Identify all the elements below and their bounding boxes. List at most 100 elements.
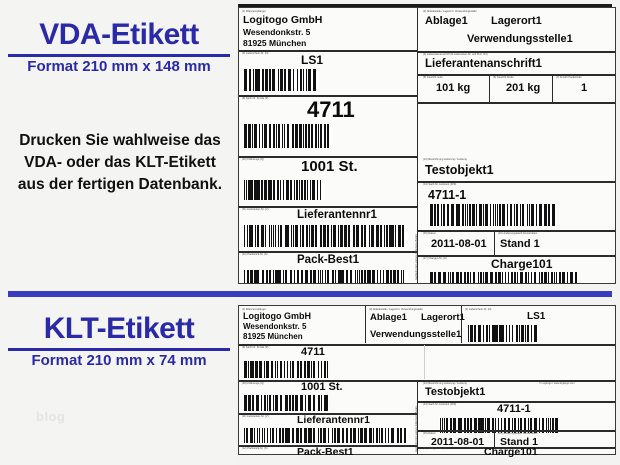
klt-verwendungsstelle-value: Verwendungsstelle1 — [370, 329, 462, 340]
vda-label-sheet: (1) Warenempfänger Logitogo GmbH Wesendo… — [238, 7, 616, 284]
vda-lieferschein-barcode — [243, 69, 319, 91]
vda-warenempfaenger-line3: 81925 München — [243, 38, 307, 48]
vda-chargen-nr-barcode — [429, 272, 579, 283]
klt-warenempfaenger-line2: Wesendonkstr. 5 — [243, 322, 307, 331]
klt-top-divider-2 — [461, 306, 463, 343]
vda-sachnr-kunde-caption: (9) Sach-Nr. Kunde (P) — [242, 97, 269, 100]
vda-side-note: Gedruckt mit Logitogo Etikettensoftware — [415, 234, 418, 280]
vda-rule-r2 — [418, 74, 615, 76]
klt-aenderungsstand-caption: (16) Änderungsstand Konstruktion — [498, 432, 538, 435]
vda-datum-caption: (15) Datum — [423, 232, 436, 235]
vda-lieferanten-nr-caption: (11) Lieferanten-Nr. (V) — [242, 208, 269, 211]
klt-brand-note: © Logitogo / www.logitogo.com — [539, 382, 575, 385]
klt-lieferanten-nr-value: Lieferantennr1 — [297, 414, 370, 426]
vda-gewicht-brutto-value: 201 kg — [506, 82, 541, 94]
klt-menge-value: 1001 St. — [301, 381, 343, 393]
vda-chargen-nr-value: Charge101 — [491, 257, 553, 271]
vda-rule-r1 — [418, 51, 615, 53]
vda-warenempfaenger-line2: Wesendonkstr. 5 — [243, 27, 311, 37]
klt-bezeichnung-value: Testobjekt1 — [425, 386, 486, 398]
vda-packstueck-caption: (12) Packstück-Nr. (S) — [242, 253, 268, 256]
instruction-text: Drucken Sie wahlweise das VDA- oder das … — [17, 132, 223, 193]
vda-date-divider — [494, 231, 496, 255]
vda-verwendungsstelle-value: Verwendungsstelle1 — [467, 33, 573, 45]
klt-lieferschein-caption: (3) Lieferschein-Nr. (N) — [465, 308, 492, 311]
vda-lieferantenanschrift-caption: (4) Lieferantenanschrift (N-Lieferanten-… — [423, 53, 488, 56]
klt-sachnr-lieferant-value: 4711-1 — [497, 403, 531, 415]
klt-datum-caption: (15) Datum — [423, 432, 436, 435]
klt-aenderungsstand-value: Stand 1 — [500, 436, 538, 448]
vda-rule-r6 — [418, 255, 615, 257]
vda-center-divider — [417, 8, 419, 283]
klt-menge-barcode — [243, 395, 329, 411]
klt-menge-caption: (10) Füllmenge (Q) — [242, 382, 264, 385]
klt-center-divider — [417, 380, 419, 454]
klt-ablage-value: Ablage1 — [370, 312, 407, 323]
klt-warenempfaenger-line1: Logitogo GmbH — [243, 311, 311, 321]
section-divider — [8, 291, 612, 297]
klt-sachnr-kunde-barcode — [243, 361, 329, 378]
vda-anzahl-packstuecke-value: 1 — [581, 82, 588, 94]
klt-label-sheet: (1) Warenempfänger Logitogo GmbH Wesendo… — [238, 305, 616, 458]
vda-rule-5 — [239, 251, 417, 253]
vda-rule-3 — [239, 156, 417, 158]
klt-rule-r1 — [418, 401, 615, 403]
klt-warenempfaenger-line3: 81925 München — [243, 332, 303, 341]
klt-sachnr-lieferant-barcode — [439, 418, 559, 433]
klt-packstueck-value: Pack-Best1 — [297, 446, 354, 458]
klt-sachnr-kunde-value: 4711 — [301, 346, 325, 358]
vda-top-rule — [238, 4, 612, 7]
klt-lagerort-value: Lagerort1 — [421, 312, 465, 323]
vda-lieferantenanschrift-value: Lieferantenanschrift1 — [425, 58, 542, 70]
vda-packstueck-barcode — [243, 270, 408, 283]
vda-lieferschein-value: LS1 — [301, 53, 324, 67]
klt-rule-1 — [239, 344, 615, 346]
vda-anzahl-packstuecke-caption: (7) Anzahl Packstücke — [556, 76, 582, 79]
klt-format-text: Format 210 mm x 74 mm — [31, 352, 207, 369]
klt-heading: KLT-Etikett — [8, 312, 230, 351]
klt-datum-value: 2011-08-01 — [431, 436, 485, 448]
vda-lieferschein-caption: (3) Lieferschein-Nr. (N) — [242, 52, 269, 55]
vda-datum-value: 2011-08-01 — [431, 238, 487, 250]
klt-band-divider — [424, 345, 425, 379]
vda-aenderungsstand-value: Stand 1 — [500, 238, 540, 250]
klt-rule-4 — [239, 445, 417, 447]
vda-heading: VDA-Etikett — [8, 18, 230, 57]
klt-rule-r3 — [418, 430, 615, 432]
vda-gewicht-brutto-caption: (6) Gewicht brutto — [493, 76, 514, 79]
vda-sachnr-lieferant-barcode — [429, 204, 557, 226]
vda-rule-r3 — [418, 102, 615, 104]
vda-warenempfaenger-caption: (1) Warenempfänger — [242, 10, 266, 13]
klt-lieferschein-barcode — [467, 325, 539, 342]
vda-menge-barcode — [243, 180, 325, 200]
vda-sachnr-lieferant-value: 4711-1 — [428, 188, 467, 202]
vda-weight-divider-1 — [489, 75, 491, 102]
vda-sachnr-kunde-value: 4711 — [307, 97, 355, 122]
vda-format-text: Format 210 mm x 148 mm — [27, 58, 211, 75]
klt-abladestelle-caption: (2) Abladestelle / Lagerort / Verwendung… — [369, 308, 423, 311]
vda-menge-value: 1001 St. — [301, 158, 358, 175]
vda-sachnr-lieferant-caption: (14) Sach-Nr. Lieferant (30S) — [423, 183, 457, 186]
vda-chargen-nr-caption: (17) Chargen-Nr. (H) — [423, 257, 447, 260]
vda-bezeichnung-caption: (13) Bezeichnung Lieferung / Leistung — [423, 158, 467, 161]
klt-lieferschein-value: LS1 — [527, 311, 546, 322]
vda-sachnr-kunde-barcode — [243, 124, 333, 148]
klt-chargen-nr-caption: (17) Chargen-Nr. (H) — [423, 447, 447, 450]
klt-sachnr-kunde-caption: (9) Sach-Nr. Kunde (P) — [242, 346, 269, 349]
klt-rule-r4 — [418, 447, 615, 449]
vda-ablage-value: Ablage1 — [425, 15, 468, 27]
vda-menge-caption: (10) Füllmenge (Q) — [242, 158, 264, 161]
klt-lieferanten-nr-barcode — [243, 428, 408, 443]
info-panel: VDA-Etikett Format 210 mm x 148 mm Druck… — [0, 0, 236, 465]
klt-sachnr-lieferant-caption: (14) Sach-Nr. Lieferant (30S) — [423, 403, 457, 406]
klt-rule-3 — [239, 413, 417, 415]
vda-lagerort-value: Lagerort1 — [491, 15, 542, 27]
klt-packstueck-caption: (12) Packstück-Nr. (S) — [242, 447, 268, 450]
klt-date-divider — [494, 431, 496, 449]
vda-abladestelle-caption: (2) Abladestelle / Lagerort / Verwendung… — [423, 10, 477, 13]
vda-rule-r4 — [418, 181, 615, 183]
vda-lieferanten-nr-value: Lieferantennr1 — [297, 209, 377, 221]
klt-side-note: Gedruckt mit Logitogo Etikettensoftware — [415, 406, 418, 452]
vda-bezeichnung-value: Testobjekt1 — [425, 163, 494, 177]
